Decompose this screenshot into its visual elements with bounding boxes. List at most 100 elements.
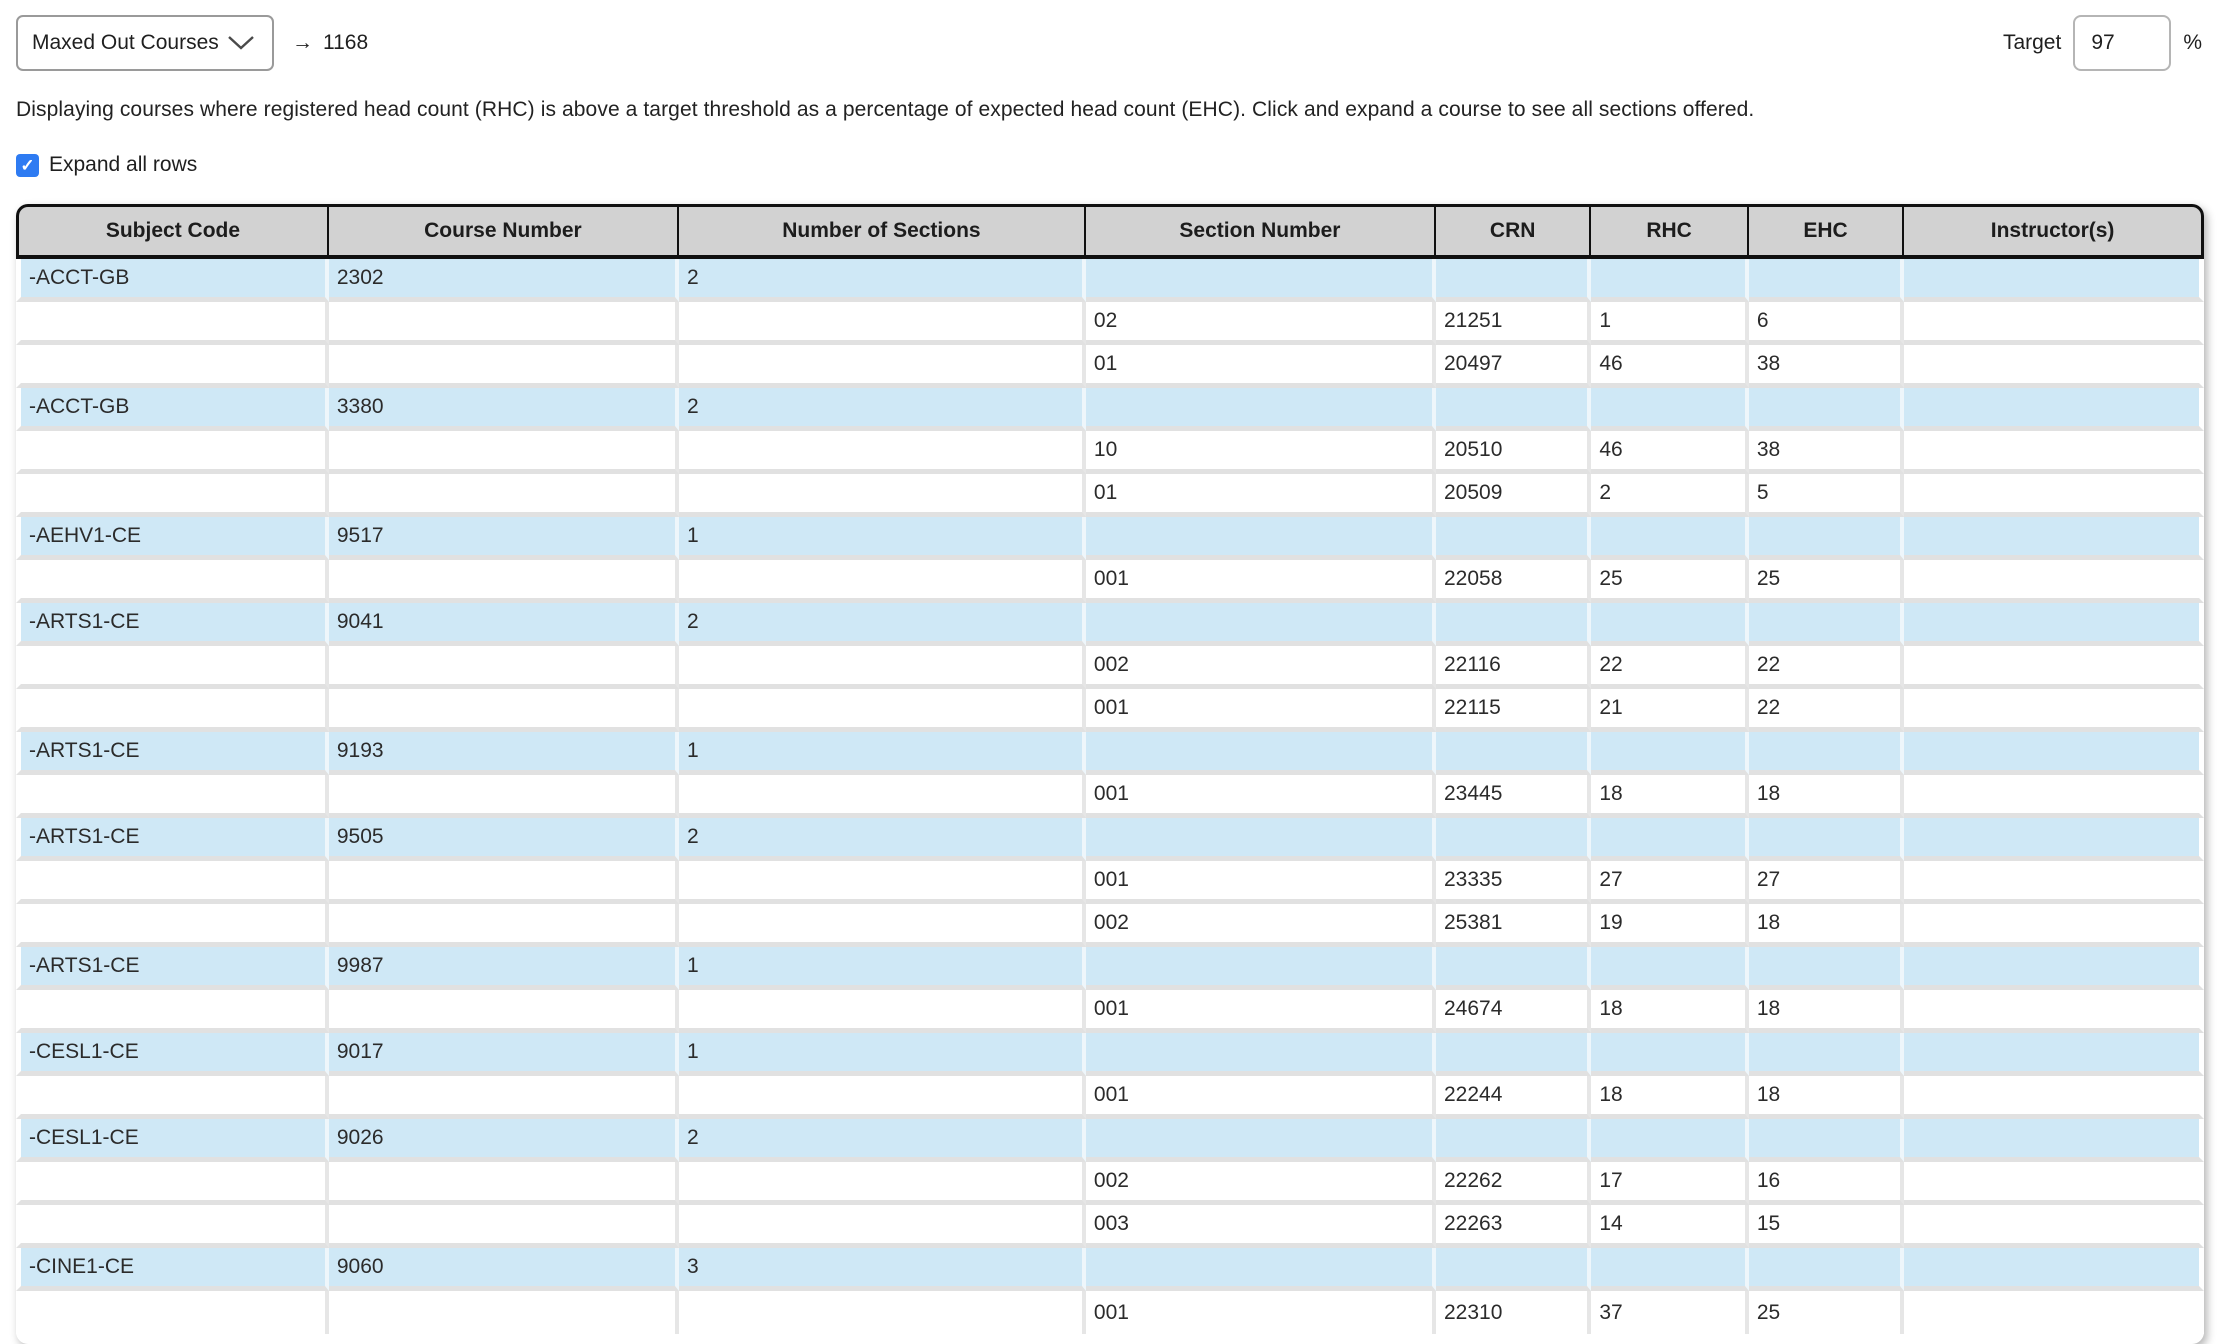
crn-cell: 24674 <box>1435 990 1592 1033</box>
empty-cell <box>1435 1248 1592 1291</box>
empty-cell <box>1748 818 1905 861</box>
ehc-cell: 38 <box>1748 431 1905 474</box>
course-row[interactable]: -ACCT-GB 3380 2 <box>16 388 2204 431</box>
empty-cell <box>1748 388 1905 431</box>
empty-cell <box>1435 603 1592 646</box>
empty-cell <box>16 474 329 517</box>
section-number-cell: 001 <box>1085 861 1436 904</box>
empty-cell <box>1904 603 2204 646</box>
empty-cell <box>1085 259 1436 302</box>
percent-sign: % <box>2183 31 2202 54</box>
crn-cell: 20510 <box>1435 431 1592 474</box>
section-row: 001 22244 18 18 <box>16 1076 2204 1119</box>
empty-cell <box>328 431 679 474</box>
section-number-cell: 002 <box>1085 1162 1436 1205</box>
ehc-cell: 6 <box>1748 302 1905 345</box>
empty-cell <box>1748 517 1905 560</box>
empty-cell <box>1435 388 1592 431</box>
course-row[interactable]: -CESL1-CE 9026 2 <box>16 1119 2204 1162</box>
empty-cell <box>678 861 1086 904</box>
subject-code-cell: -ARTS1-CE <box>16 732 329 775</box>
course-row[interactable]: -ARTS1-CE 9041 2 <box>16 603 2204 646</box>
empty-cell <box>328 1076 679 1119</box>
instructors-cell <box>1904 775 2204 818</box>
course-row[interactable]: -CESL1-CE 9017 1 <box>16 1033 2204 1076</box>
report-controls: Maxed Out Courses → 1168 <box>16 15 368 71</box>
section-row: 01 20509 2 5 <box>16 474 2204 517</box>
course-row[interactable]: -AEHV1-CE 9517 1 <box>16 517 2204 560</box>
ehc-cell: 18 <box>1748 904 1905 947</box>
course-row[interactable]: -CINE1-CE 9060 3 <box>16 1248 2204 1291</box>
empty-cell <box>1591 1119 1749 1162</box>
instructors-cell <box>1904 1162 2204 1205</box>
course-row[interactable]: -ARTS1-CE 9987 1 <box>16 947 2204 990</box>
course-number-cell: 9987 <box>328 947 679 990</box>
result-count-group: → 1168 <box>292 31 368 55</box>
empty-cell <box>678 302 1086 345</box>
empty-cell <box>678 1205 1086 1248</box>
empty-cell <box>1591 259 1749 302</box>
empty-cell <box>1435 259 1592 302</box>
rhc-cell: 21 <box>1591 689 1749 732</box>
crn-cell: 22310 <box>1435 1291 1592 1334</box>
course-number-cell: 3380 <box>328 388 679 431</box>
instructors-cell <box>1904 904 2204 947</box>
arrow-right-icon: → <box>292 31 313 54</box>
instructors-cell <box>1904 861 2204 904</box>
empty-cell <box>1748 1119 1905 1162</box>
empty-cell <box>1435 947 1592 990</box>
empty-cell <box>16 560 329 603</box>
empty-cell <box>1591 818 1749 861</box>
ehc-cell: 18 <box>1748 990 1905 1033</box>
top-controls: Maxed Out Courses → 1168 Target % <box>16 14 2202 72</box>
instructors-cell <box>1904 689 2204 732</box>
section-number-cell: 001 <box>1085 1076 1436 1119</box>
empty-cell <box>328 689 679 732</box>
empty-cell <box>1748 1033 1905 1076</box>
empty-cell <box>16 1162 329 1205</box>
section-row: 001 22310 37 25 <box>16 1291 2204 1334</box>
empty-cell <box>1435 818 1592 861</box>
course-number-cell: 2302 <box>328 259 679 302</box>
rhc-cell: 22 <box>1591 646 1749 689</box>
subject-code-cell: -ARTS1-CE <box>16 818 329 861</box>
section-number-cell: 10 <box>1085 431 1436 474</box>
section-row: 02 21251 1 6 <box>16 302 2204 345</box>
empty-cell <box>1904 517 2204 560</box>
rhc-cell: 37 <box>1591 1291 1749 1334</box>
course-row[interactable]: -ACCT-GB 2302 2 <box>16 259 2204 302</box>
rhc-cell: 19 <box>1591 904 1749 947</box>
column-header: Number of Sections <box>678 204 1086 259</box>
rhc-cell: 46 <box>1591 345 1749 388</box>
empty-cell <box>1435 517 1592 560</box>
expand-all-checkbox[interactable]: ✓ <box>16 153 39 177</box>
empty-cell <box>1748 732 1905 775</box>
table-header-row: Subject Code Course Number Number of Secti… <box>16 204 2204 259</box>
empty-cell <box>1748 259 1905 302</box>
empty-cell <box>328 990 679 1033</box>
course-row[interactable]: -ARTS1-CE 9193 1 <box>16 732 2204 775</box>
crn-cell: 22115 <box>1435 689 1592 732</box>
empty-cell <box>1435 1033 1592 1076</box>
subject-code-cell: -ACCT-GB <box>16 259 329 302</box>
instructors-cell <box>1904 1205 2204 1248</box>
instructors-cell <box>1904 474 2204 517</box>
empty-cell <box>1591 603 1749 646</box>
rhc-cell: 17 <box>1591 1162 1749 1205</box>
report-type-select[interactable]: Maxed Out Courses <box>16 15 274 71</box>
empty-cell <box>678 990 1086 1033</box>
subject-code-cell: -AEHV1-CE <box>16 517 329 560</box>
crn-cell: 22263 <box>1435 1205 1592 1248</box>
course-number-cell: 9060 <box>328 1248 679 1291</box>
empty-cell <box>1085 517 1436 560</box>
crn-cell: 22058 <box>1435 560 1592 603</box>
empty-cell <box>16 689 329 732</box>
chevron-down-icon <box>228 36 254 50</box>
section-row: 001 22115 21 22 <box>16 689 2204 732</box>
empty-cell <box>1591 732 1749 775</box>
section-row: 10 20510 46 38 <box>16 431 2204 474</box>
section-number-cell: 003 <box>1085 1205 1436 1248</box>
course-row[interactable]: -ARTS1-CE 9505 2 <box>16 818 2204 861</box>
target-input[interactable] <box>2073 15 2172 71</box>
